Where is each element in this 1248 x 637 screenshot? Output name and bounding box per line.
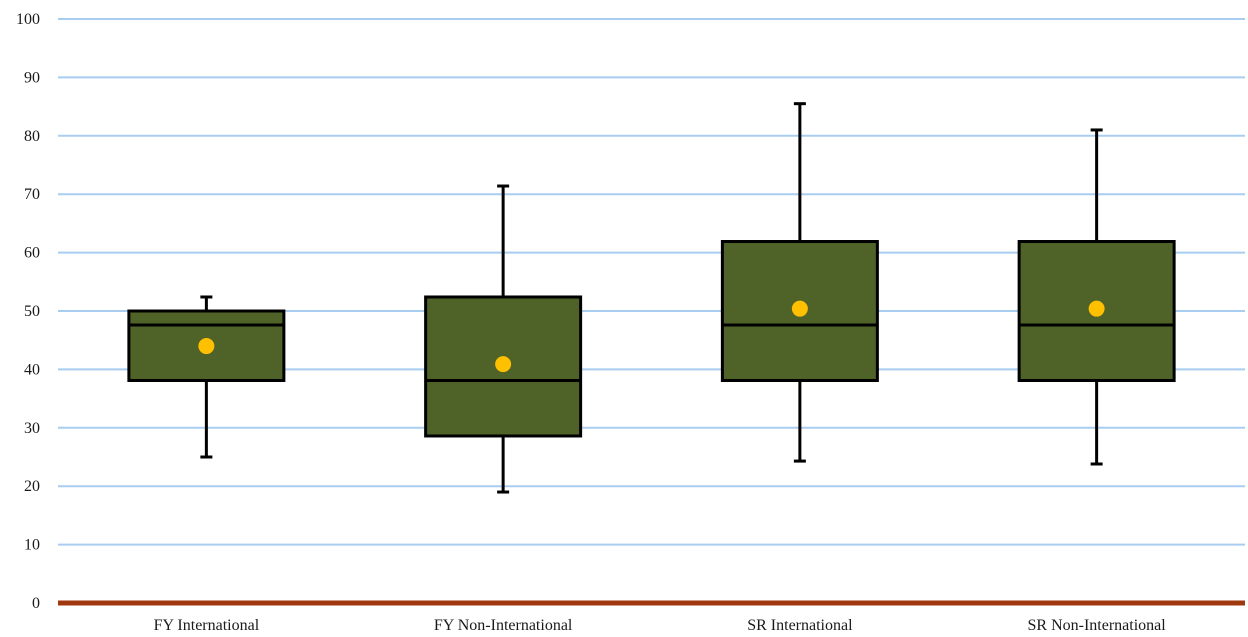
box-2 (424, 184, 583, 494)
y-tick-label: 0 (32, 595, 40, 612)
y-tick-label: 10 (24, 537, 40, 554)
x-axis-category-labels: FY International FY Non-International SR I… (154, 617, 1167, 634)
y-tick-label: 20 (24, 478, 40, 495)
box-3 (720, 102, 879, 463)
x-category-label: SR International (747, 617, 853, 634)
y-tick-label: 90 (24, 69, 40, 86)
x-category-label: FY International (154, 617, 260, 634)
mean-marker (791, 300, 808, 317)
y-tick-label: 40 (24, 361, 40, 378)
mean-marker (1088, 300, 1105, 317)
y-tick-label: 60 (24, 245, 40, 262)
x-category-label: SR Non-International (1028, 617, 1167, 634)
box-4 (1017, 128, 1176, 466)
y-tick-label: 50 (24, 303, 40, 320)
y-tick-label: 70 (24, 186, 40, 203)
y-tick-label: 80 (24, 128, 40, 145)
box-1 (127, 295, 286, 459)
mean-marker (198, 338, 215, 355)
y-tick-label: 100 (16, 11, 40, 28)
y-axis-tick-labels: 0 10 20 30 40 50 60 70 80 90 100 (16, 11, 40, 612)
mean-marker (495, 356, 512, 373)
boxes (127, 102, 1176, 494)
x-category-label: FY Non-International (434, 617, 573, 634)
y-tick-label: 30 (24, 420, 40, 437)
